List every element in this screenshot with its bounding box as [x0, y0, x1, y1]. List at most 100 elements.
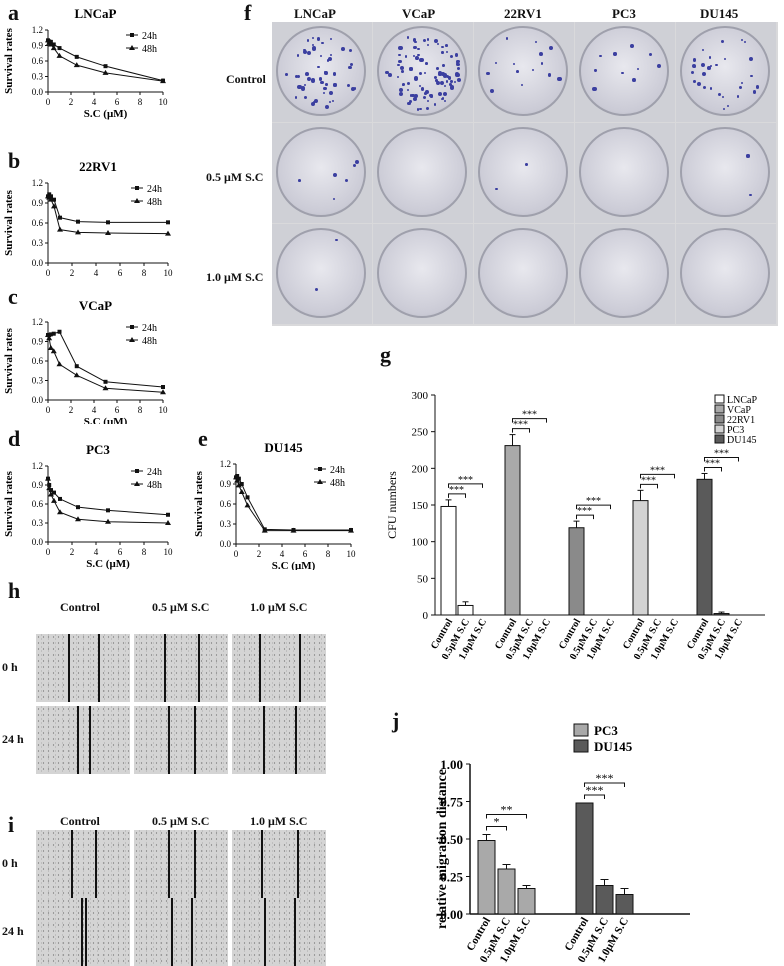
colony	[306, 50, 312, 55]
x-tick-label: 10	[159, 97, 169, 107]
colony	[418, 84, 421, 87]
colony	[294, 96, 298, 99]
plate-col-header: DU145	[700, 6, 739, 21]
data-point-48h	[47, 345, 54, 350]
data-point-24h	[58, 496, 62, 501]
wound-edge-line	[168, 830, 170, 898]
colony	[540, 62, 544, 65]
y-axis-label: CFU numbers	[385, 471, 399, 539]
colony	[438, 71, 443, 76]
legend-label: 22RV1	[727, 415, 755, 426]
colony	[746, 154, 750, 158]
bar-LNCaP	[440, 505, 457, 616]
x-tick-label: 6	[115, 405, 120, 415]
panel-letter-h: h	[8, 578, 21, 603]
x-tick-label: 8	[138, 405, 143, 415]
colony	[307, 77, 312, 82]
wound-image	[134, 898, 228, 966]
data-point-48h	[233, 474, 239, 480]
wound-edge-line	[194, 706, 196, 774]
colony	[310, 78, 316, 83]
colony	[714, 63, 718, 67]
colony	[437, 91, 442, 96]
colony	[407, 82, 411, 86]
colony	[324, 71, 328, 75]
cell-texture	[232, 706, 326, 774]
colony	[324, 70, 327, 74]
colony	[700, 62, 705, 67]
data-point-48h	[160, 389, 166, 395]
y-tick-label: 0.3	[32, 518, 44, 528]
colony	[319, 54, 322, 58]
colony	[756, 85, 760, 89]
y-tick-label: 1.2	[32, 25, 43, 35]
panel-letter-f: f	[244, 0, 252, 25]
x-tick-label: 0	[46, 268, 51, 278]
panel-letter-a: a	[8, 0, 19, 25]
x-tick-label: 0	[46, 405, 51, 415]
plate-row-label: Control	[226, 72, 266, 86]
colony	[350, 62, 354, 66]
colony	[621, 71, 624, 75]
data-point-24h	[235, 474, 240, 478]
wound-edge-line	[294, 898, 296, 966]
colony	[436, 67, 440, 70]
colony	[398, 45, 403, 51]
data-point-48h	[244, 502, 251, 508]
culture-dish	[680, 228, 770, 318]
colony	[396, 75, 399, 78]
colony	[424, 92, 427, 95]
colony-plate	[474, 123, 574, 223]
panel-letter-c: c	[8, 284, 18, 309]
legend-label: 24h	[142, 323, 157, 334]
colony	[726, 104, 730, 108]
cell-texture	[36, 830, 130, 898]
data-point-48h	[48, 491, 54, 497]
colony	[318, 77, 323, 81]
colony	[398, 53, 401, 57]
sig-bracket	[448, 493, 466, 498]
colony	[456, 77, 461, 82]
bar-PC3	[477, 840, 496, 915]
colony	[414, 94, 419, 99]
colony	[303, 96, 308, 100]
x-tick-label: 2	[257, 549, 262, 559]
wound-image	[232, 634, 326, 702]
y-tick-label: 0.0	[32, 87, 44, 97]
colony	[327, 56, 333, 62]
wound-image	[36, 706, 130, 774]
wound-column-header: 1.0 μM S.C	[250, 600, 308, 614]
culture-dish	[478, 228, 568, 318]
y-tick-label: 0.0	[32, 395, 44, 405]
wound-edge-line	[68, 634, 70, 702]
data-point-48h	[51, 497, 57, 503]
colony	[648, 52, 653, 57]
data-point-24h	[166, 512, 170, 517]
legend-label: 24h	[147, 467, 162, 478]
colony	[315, 287, 319, 292]
colony	[348, 66, 352, 70]
colony	[332, 173, 337, 178]
colony	[399, 92, 404, 97]
sig-bracket	[584, 782, 625, 787]
colony	[513, 63, 516, 66]
y-axis-label: Survival rates	[3, 327, 15, 393]
colony	[599, 54, 602, 57]
plate-col-header: 22RV1	[504, 6, 542, 21]
x-tick-label: 6	[115, 97, 120, 107]
survival-chart-lncap: LNCaP 0.0 0.3 0.6 0.9 1.2 0 2 4 6 8 10 Survival rate…	[3, 6, 169, 120]
colony	[354, 160, 359, 165]
cell-texture	[36, 898, 130, 966]
sig-label: ***	[714, 448, 729, 459]
colony	[435, 79, 438, 82]
colony	[538, 52, 543, 56]
colony-plate-grid	[272, 22, 778, 326]
x-tick-label: 8	[326, 549, 331, 559]
wound-edge-line	[259, 634, 261, 702]
colony-plate	[676, 123, 776, 223]
y-tick-label: 1.2	[220, 459, 231, 469]
culture-dish	[276, 127, 366, 217]
cell-texture	[134, 830, 228, 898]
colony	[636, 68, 640, 71]
